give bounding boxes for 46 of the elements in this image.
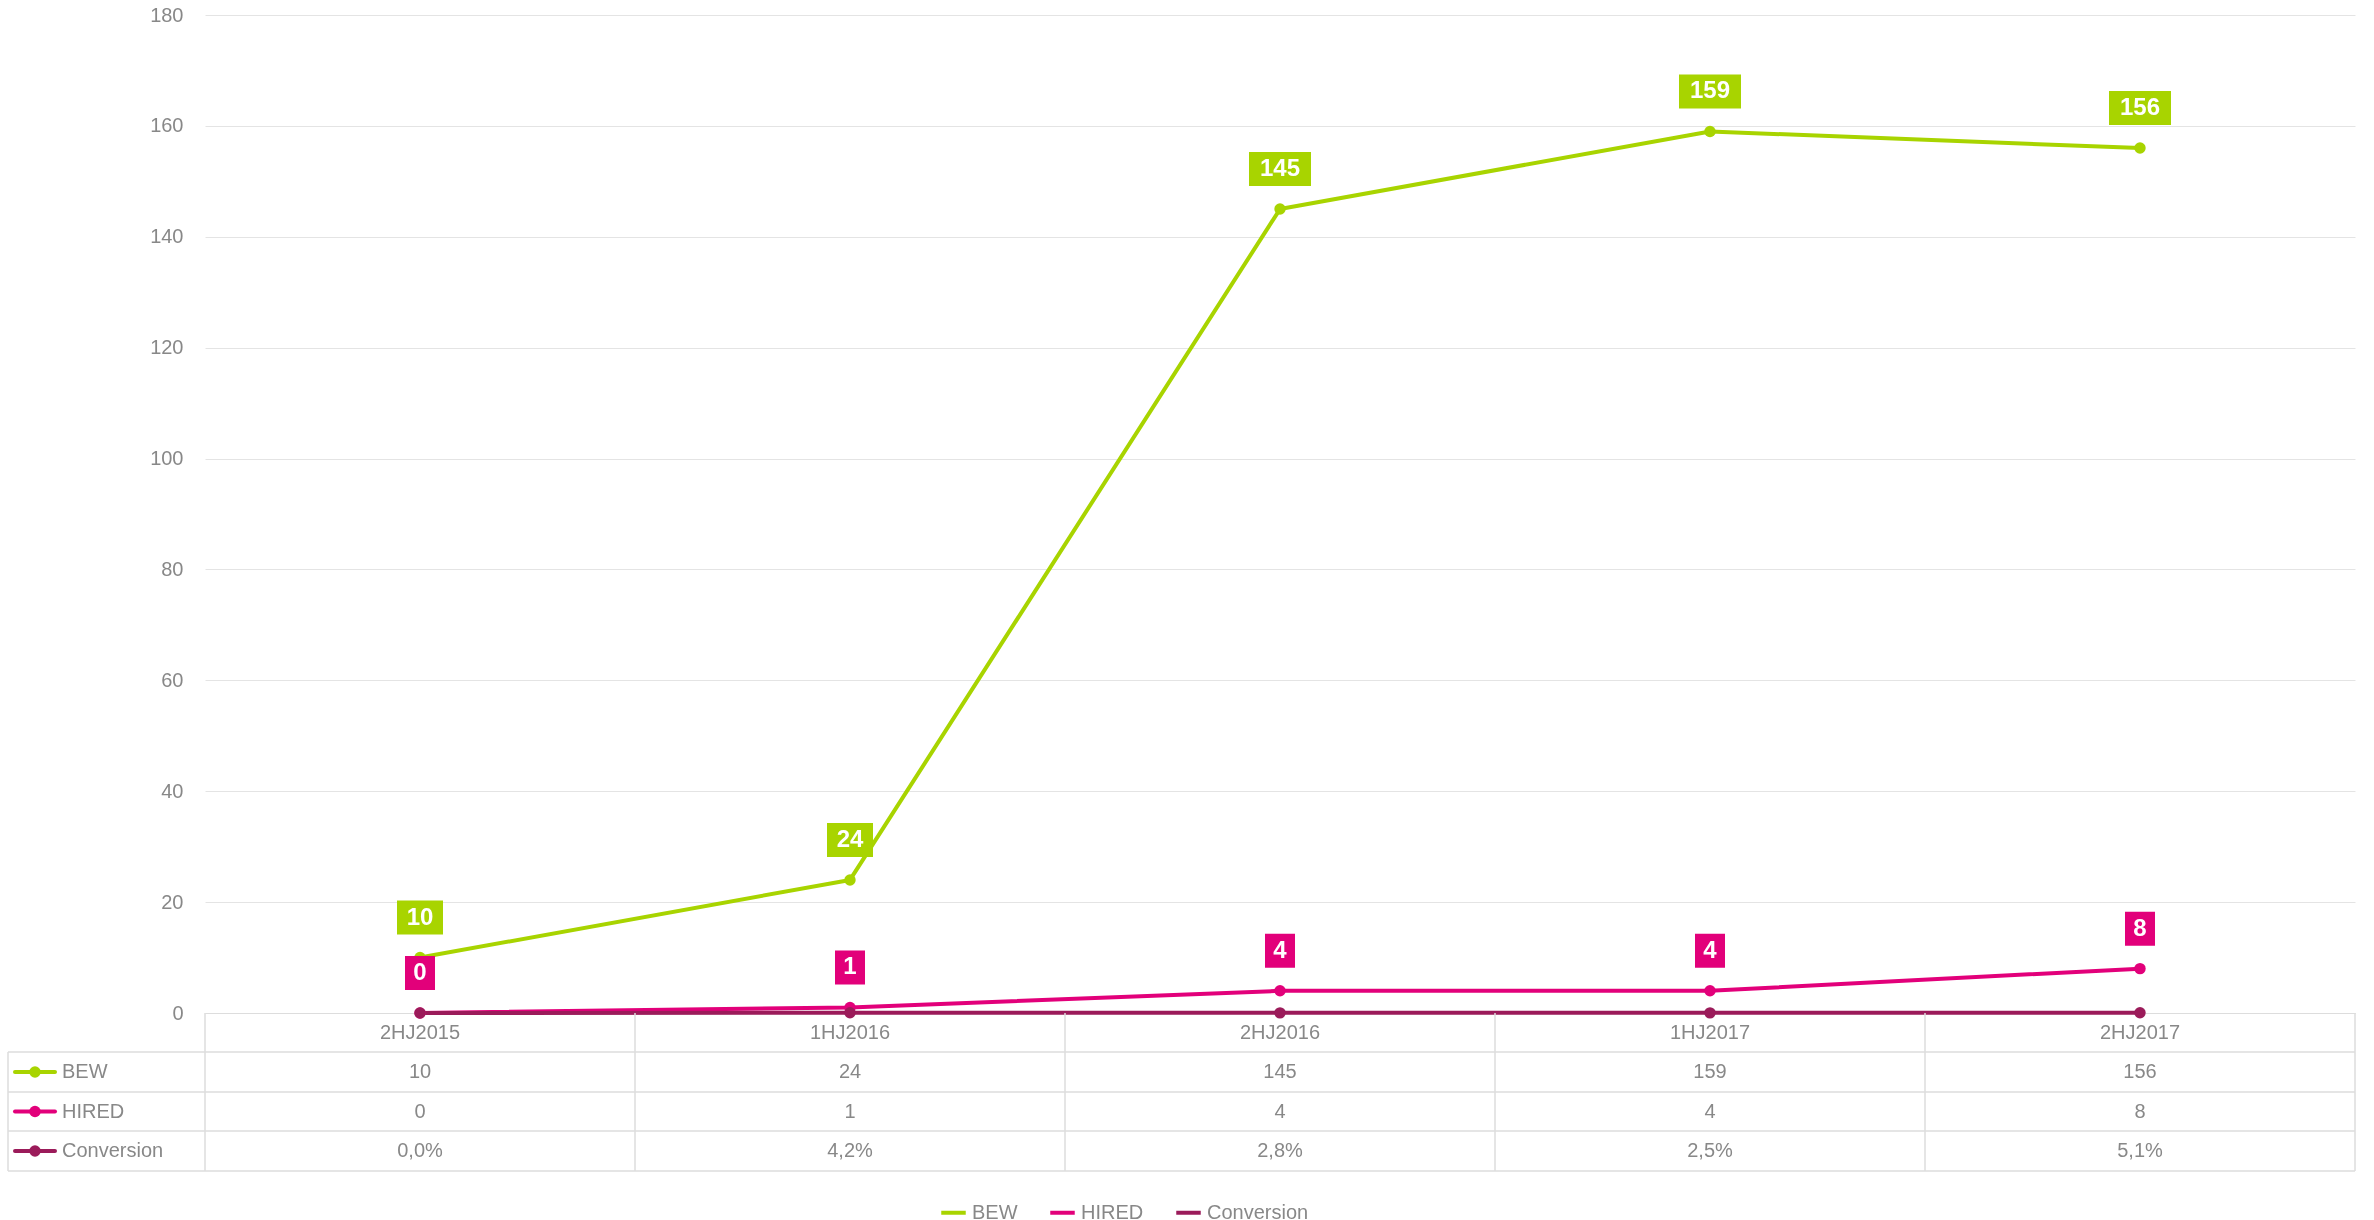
data-label: 8 — [2134, 1099, 2146, 1122]
y-tick-label: 20 — [161, 890, 184, 913]
text: 4 — [1273, 935, 1287, 963]
data-label: 0,0% — [397, 1139, 444, 1161]
data-label: 145 — [1263, 1060, 1297, 1082]
text: 24 — [836, 824, 864, 852]
data-label: 2,5% — [1687, 1139, 1734, 1161]
text: Conversion — [62, 1139, 164, 1161]
y-tick-label: 60 — [161, 668, 184, 691]
data-label: 4,2% — [827, 1139, 874, 1161]
y-tick-label: 140 — [150, 225, 184, 248]
x-tick-label: 2HJ2017 — [2099, 1020, 2181, 1043]
y-tick-label: 120 — [150, 336, 184, 359]
data-label: 5,1% — [2117, 1139, 2164, 1161]
text: 10 — [406, 902, 434, 930]
text: 4 — [1703, 935, 1717, 963]
data-label: 159 — [1693, 1060, 1727, 1082]
legend-label: BEW — [972, 1200, 1018, 1220]
y-tick-label: 160 — [150, 114, 184, 137]
data-label: 156 — [2123, 1060, 2157, 1082]
data-label: 1 — [844, 1099, 856, 1122]
x-tick-label: 1HJ2016 — [809, 1020, 891, 1043]
x-tick-label: 2HJ2016 — [1239, 1020, 1321, 1043]
data-label: 4 — [1274, 1099, 1286, 1122]
data-label: 10 — [408, 1060, 432, 1082]
text: 156 — [2119, 93, 2161, 121]
data-label: 4 — [1704, 1099, 1716, 1122]
y-tick-label: 180 — [150, 3, 184, 26]
y-tick-label: 80 — [161, 557, 184, 580]
text: 0 — [413, 958, 427, 985]
text: 145 — [1259, 154, 1301, 182]
text: HIRED — [62, 1099, 125, 1122]
text: BEW — [62, 1060, 108, 1082]
y-tick-label: 100 — [150, 447, 184, 470]
text: 1 — [843, 952, 857, 980]
legend-label: HIRED — [1081, 1200, 1144, 1220]
legend-label: Conversion — [1207, 1200, 1309, 1220]
data-label: 2,8% — [1257, 1139, 1304, 1161]
x-tick-label: 1HJ2017 — [1669, 1020, 1751, 1043]
y-tick-label: 0 — [172, 1001, 184, 1024]
data-label: 0 — [414, 1099, 426, 1122]
text: 159 — [1689, 76, 1731, 104]
text: 8 — [2133, 913, 2147, 941]
y-tick-label: 40 — [161, 779, 184, 802]
data-label: 24 — [838, 1060, 862, 1082]
x-tick-label: 2HJ2015 — [379, 1020, 461, 1043]
